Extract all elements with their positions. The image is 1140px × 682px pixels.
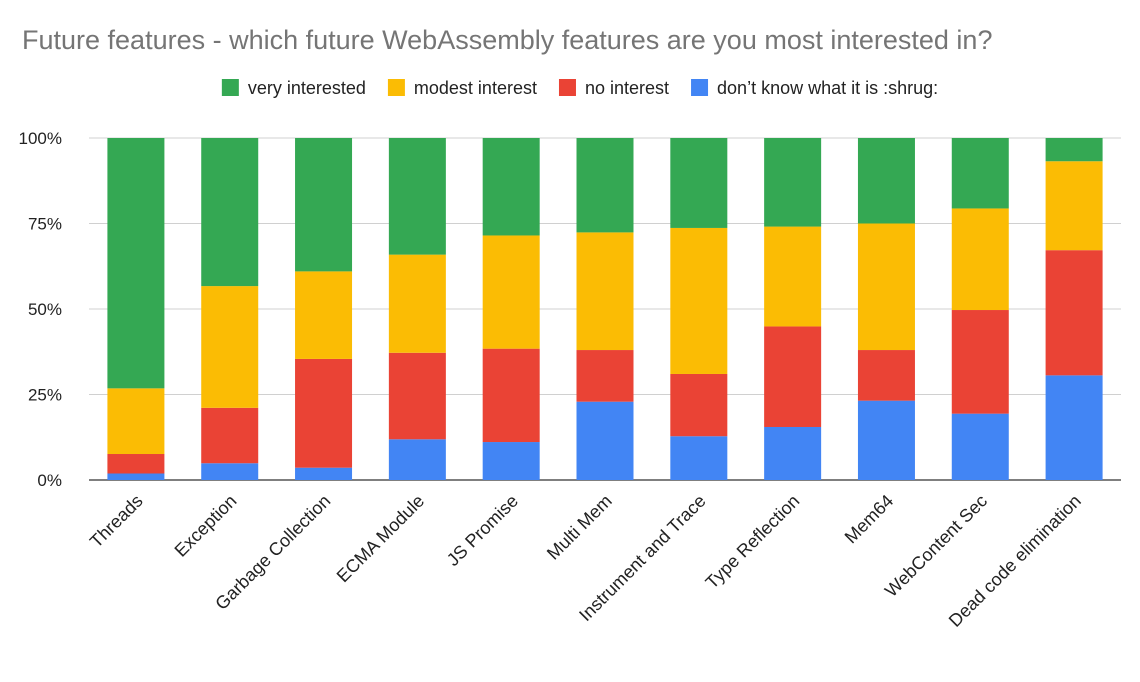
bar-segment: [951, 413, 1009, 480]
y-tick-label: 0%: [37, 471, 62, 490]
bar-segment: [951, 208, 1009, 311]
legend-swatch: [221, 79, 239, 96]
bar-segment: [482, 138, 540, 236]
legend-swatch: [558, 79, 576, 96]
bar-segment: [857, 138, 915, 224]
legend-swatch: [387, 79, 405, 96]
legend-label: modest interest: [414, 78, 537, 98]
legend-item: don’t know what it is :shrug:: [691, 78, 938, 98]
bar-segment: [764, 138, 822, 227]
bar-segment: [670, 227, 728, 374]
y-tick-label: 50%: [28, 300, 62, 319]
bar-stack: [388, 138, 446, 480]
bar-segment: [576, 401, 634, 480]
x-tick-label: ECMA Module: [333, 491, 429, 587]
legend-swatch: [691, 79, 709, 96]
bar-segment: [295, 358, 353, 468]
bar-segment: [388, 439, 446, 480]
bar-stack: [201, 138, 259, 480]
bar-segment: [482, 348, 540, 443]
x-tick-label: Multi Mem: [543, 491, 616, 564]
bar-segment: [764, 226, 822, 327]
bar-stack: [670, 138, 728, 480]
x-tick-label: Exception: [171, 491, 241, 561]
bar-segment: [482, 442, 540, 480]
bar-segment: [107, 454, 165, 474]
bar-segment: [857, 350, 915, 401]
bar-segment: [201, 407, 259, 464]
x-tick-label: Threads: [86, 491, 147, 552]
bar-segment: [764, 426, 822, 480]
bar-segment: [951, 138, 1009, 209]
bar-stack: [857, 138, 915, 480]
bar-segment: [1045, 375, 1103, 480]
bar-segment: [201, 463, 259, 480]
bar-segment: [295, 138, 353, 272]
legend-item: no interest: [558, 78, 669, 98]
bar-segment: [576, 138, 634, 233]
bar-segment: [201, 286, 259, 408]
legend-item: very interested: [221, 78, 366, 98]
bar-segment: [201, 138, 259, 287]
bar-segment: [482, 235, 540, 349]
x-tick-label: WebContent Sec: [881, 491, 991, 601]
bar-segment: [764, 326, 822, 427]
bar-segment: [1045, 138, 1103, 162]
bar-segment: [670, 138, 728, 228]
bar-segment: [388, 138, 446, 255]
x-tick-label: Type Reflection: [702, 491, 804, 593]
bar-segment: [670, 373, 728, 437]
bar-segment: [295, 271, 353, 359]
bar-stack: [107, 138, 165, 480]
y-tick-label: 100%: [19, 129, 62, 148]
bar-stack: [295, 138, 353, 480]
legend-label: no interest: [585, 78, 669, 98]
bar-stack: [1045, 138, 1103, 480]
bar-segment: [388, 352, 446, 440]
y-tick-label: 25%: [28, 386, 62, 405]
bar-segment: [107, 388, 165, 455]
legend: very interested modest interest no interes…: [221, 78, 938, 98]
y-tick-label: 75%: [28, 215, 62, 234]
bar-segment: [107, 473, 165, 480]
bar-segment: [857, 400, 915, 480]
chart-title: Future features - which future WebAssemb…: [22, 25, 992, 55]
legend-item: modest interest: [387, 78, 537, 98]
bar-segment: [576, 232, 634, 351]
legend-label: very interested: [248, 78, 366, 98]
bar-segment: [388, 254, 446, 353]
bar-segment: [670, 436, 728, 480]
bars: [107, 138, 1103, 480]
bar-stack: [764, 138, 822, 480]
bar-segment: [295, 467, 353, 480]
bar-stack: [951, 138, 1009, 480]
bar-segment: [1045, 161, 1103, 251]
bar-segment: [1045, 250, 1103, 376]
x-tick-label: JS Promise: [443, 491, 522, 570]
bar-segment: [951, 310, 1009, 414]
bar-segment: [857, 223, 915, 351]
bar-segment: [576, 350, 634, 402]
bar-stack: [576, 138, 634, 480]
bar-stack: [482, 138, 540, 480]
x-tick-label: Mem64: [841, 491, 898, 548]
y-axis-ticks: 0% 25% 50% 75% 100%: [19, 129, 62, 490]
legend-label: don’t know what it is :shrug:: [717, 78, 938, 98]
bar-segment: [107, 138, 165, 389]
